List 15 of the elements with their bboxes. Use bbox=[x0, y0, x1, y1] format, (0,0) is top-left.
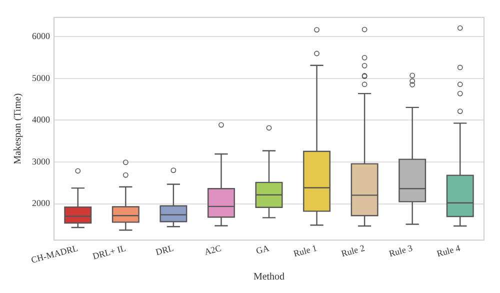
x-tick-label: A2C bbox=[203, 242, 222, 257]
x-tick-label: DRL bbox=[154, 242, 175, 258]
y-axis-title: Makespan (Time) bbox=[12, 93, 24, 164]
x-tick-label: DRL+ IL bbox=[92, 242, 127, 262]
y-tick-label: 6000 bbox=[32, 30, 50, 41]
x-tick-label: Rule 4 bbox=[436, 242, 462, 259]
y-tick-label: 4000 bbox=[32, 114, 50, 125]
x-tick-label: Rule 1 bbox=[292, 242, 318, 259]
x-tick-label: Rule 3 bbox=[388, 242, 414, 259]
x-tick-label: GA bbox=[254, 242, 271, 256]
x-axis-title: Method bbox=[253, 272, 285, 283]
x-tick-label: Rule 2 bbox=[340, 242, 366, 259]
y-tick-label: 2000 bbox=[32, 198, 50, 208]
y-tick-label: 3000 bbox=[32, 156, 50, 166]
y-tick-label: 5000 bbox=[32, 72, 50, 83]
